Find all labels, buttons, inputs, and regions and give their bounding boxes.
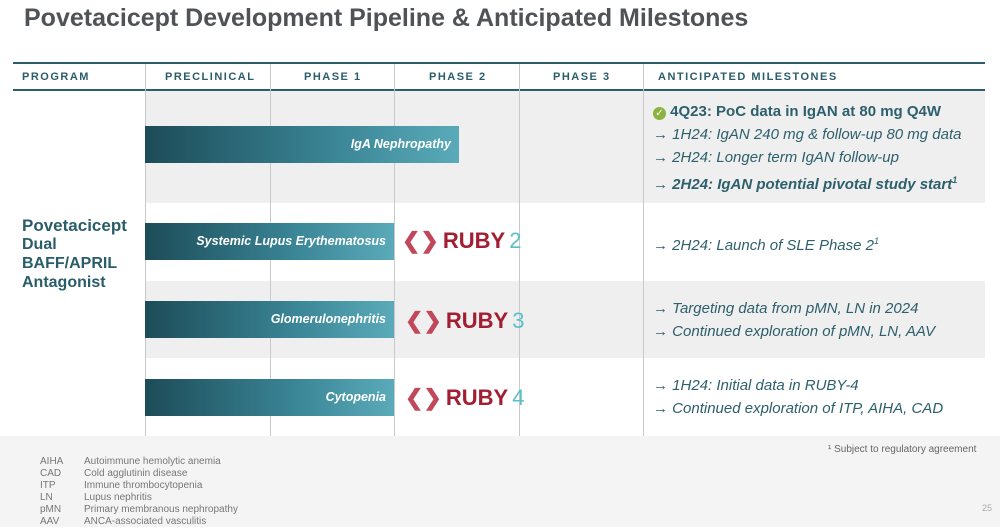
milestones-iga: ✓ 4Q23: PoC data in IgAN at 80 mg Q4W → …: [653, 100, 962, 196]
footer: [0, 436, 1000, 527]
milestone: 2H24: Longer term IgAN follow-up: [672, 149, 899, 166]
arrow-icon: →: [653, 323, 668, 340]
abbr-desc: Lupus nephritis: [84, 492, 152, 503]
arrow-icon: →: [653, 149, 668, 166]
abbreviation-item: ITP Immune thrombocytopenia: [40, 480, 238, 492]
milestones-cyto: → 1H24: Initial data in RUBY-4 → Continu…: [653, 374, 943, 420]
milestone: 4Q23: PoC data in IgAN at 80 mg Q4W: [670, 103, 942, 120]
header-bottom-line: [13, 89, 985, 91]
abbr-code: pMN: [40, 504, 62, 515]
abbr-desc: Cold agglutinin disease: [84, 468, 188, 479]
abbr-code: LN: [40, 492, 53, 503]
trial-num: 2: [509, 228, 522, 253]
page-number: 25: [982, 503, 993, 513]
abbr-desc: Primary membranous nephropathy: [84, 504, 238, 515]
milestone: 2H24: Launch of SLE Phase 2: [672, 237, 874, 254]
check-icon: ✓: [653, 107, 666, 120]
ruby-chevron-icon: ❮❯: [405, 308, 442, 333]
abbr-code: AAV: [40, 516, 60, 527]
trial-name: RUBY: [442, 228, 506, 253]
program-desc: BAFF/APRIL: [22, 255, 118, 272]
milestones-sle: → 2H24: Launch of SLE Phase 21: [653, 230, 879, 257]
trial-name: RUBY: [445, 385, 509, 410]
milestone: Continued exploration of ITP, AIHA, CAD: [672, 400, 944, 417]
ruby4-logo: ❮❯ RUBY 4: [405, 385, 524, 411]
header-phase3: PHASE 3: [553, 71, 611, 83]
abbreviation-item: AIHA Autoimmune hemolytic anemia: [40, 456, 238, 468]
abbr-desc: Autoimmune hemolytic anemia: [84, 456, 221, 467]
arrow-icon: →: [653, 300, 668, 317]
arrow-icon: →: [653, 400, 668, 417]
abbr-code: ITP: [40, 480, 56, 491]
header-program: PROGRAM: [22, 71, 90, 83]
program-desc: Antagonist: [22, 274, 106, 291]
program-name: Povetacicept: [22, 216, 127, 235]
ruby-chevron-icon: ❮❯: [405, 385, 442, 410]
arrow-icon: →: [653, 176, 668, 193]
divider: [519, 64, 520, 436]
header-milestones: ANTICIPATED MILESTONES: [658, 71, 838, 83]
divider: [643, 64, 644, 436]
ruby3-logo: ❮❯ RUBY 3: [405, 308, 524, 334]
footnote-ref: 1: [873, 236, 879, 246]
bar-glomerulonephritis: Glomerulonephritis: [145, 301, 394, 338]
trial-num: 3: [512, 308, 525, 333]
divider: [394, 64, 395, 436]
bar-cytopenia: Cytopenia: [145, 379, 394, 416]
abbreviation-item: AAV ANCA-associated vasculitis: [40, 516, 238, 528]
milestone: 2H24: IgAN potential pivotal study start: [672, 176, 953, 193]
program-label: Povetacicept Dual BAFF/APRIL Antagonist: [22, 216, 127, 292]
arrow-icon: →: [653, 126, 668, 143]
page-title: Povetacicept Development Pipeline & Anti…: [24, 4, 749, 32]
milestone: Continued exploration of pMN, LN, AAV: [672, 323, 936, 340]
milestone: 1H24: IgAN 240 mg & follow-up 80 mg data: [672, 126, 962, 143]
bar-sle: Systemic Lupus Erythematosus: [145, 223, 394, 260]
footnote-ref: 1: [952, 175, 958, 185]
abbreviation-item: LN Lupus nephritis: [40, 492, 238, 504]
abbr-code: CAD: [40, 468, 62, 479]
bar-iga-nephropathy: IgA Nephropathy: [145, 126, 459, 163]
header-phase2: PHASE 2: [429, 71, 487, 83]
header-phase1: PHASE 1: [304, 71, 362, 83]
ruby2-logo: ❮❯ RUBY 2: [402, 228, 521, 254]
ruby-chevron-icon: ❮❯: [402, 228, 439, 253]
header-top-line: [13, 62, 985, 64]
abbr-code: AIHA: [40, 456, 64, 467]
abbreviation-item: CAD Cold agglutinin disease: [40, 468, 238, 480]
milestone: 1H24: Initial data in RUBY-4: [672, 377, 859, 394]
trial-name: RUBY: [445, 308, 509, 333]
abbreviations: AIHA Autoimmune hemolytic anemia CAD Cold a…: [40, 456, 238, 528]
arrow-icon: →: [653, 377, 668, 394]
abbr-desc: ANCA-associated vasculitis: [84, 516, 207, 527]
footnote: ¹ Subject to regulatory agreement: [828, 444, 977, 455]
abbr-desc: Immune thrombocytopenia: [84, 480, 203, 491]
milestone: Targeting data from pMN, LN in 2024: [672, 300, 919, 317]
program-desc: Dual: [22, 236, 57, 253]
trial-num: 4: [512, 385, 525, 410]
header-preclinical: PRECLINICAL: [165, 71, 256, 83]
milestones-glom: → Targeting data from pMN, LN in 2024 → …: [653, 297, 935, 343]
abbreviation-item: pMN Primary membranous nephropathy: [40, 504, 238, 516]
arrow-icon: →: [653, 237, 668, 254]
